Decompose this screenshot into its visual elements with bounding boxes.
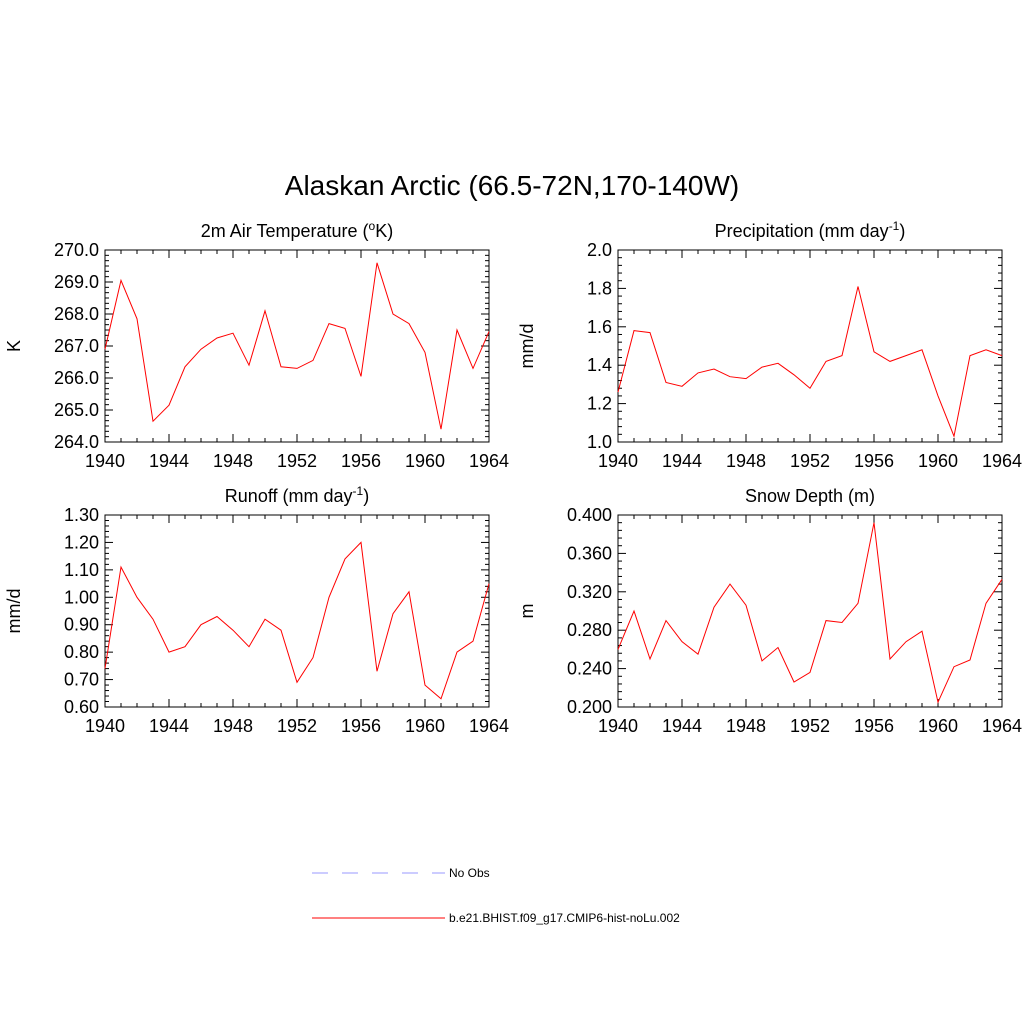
panel-title: Precipitation (mm day-1) (715, 219, 906, 241)
x-tick-label: 1964 (469, 716, 509, 736)
y-tick-label: 0.400 (567, 505, 612, 525)
y-axis-label: K (4, 340, 24, 352)
panel-title-main: 2m Air Temperature ( (201, 221, 369, 241)
x-tick-label: 1944 (662, 451, 702, 471)
x-tick-label: 1964 (982, 451, 1022, 471)
x-tick-label: 1952 (277, 716, 317, 736)
series-line (104, 262, 490, 430)
x-tick-label: 1948 (726, 451, 766, 471)
x-tick-label: 1948 (726, 716, 766, 736)
legend-label-1: No Obs (449, 866, 490, 880)
panel-title-main: Precipitation (mm day (715, 221, 889, 241)
x-tick-label: 1952 (790, 451, 830, 471)
x-tick-label: 1952 (790, 716, 830, 736)
series-line (617, 286, 1003, 438)
y-tick-label: 0.360 (567, 543, 612, 563)
x-tick-label: 1952 (277, 451, 317, 471)
legend-label-2: b.e21.BHIST.f09_g17.CMIP6-hist-noLu.002 (449, 911, 680, 925)
x-tick-label: 1956 (854, 716, 894, 736)
panel-title: Snow Depth (m) (745, 486, 875, 506)
plot-frame (617, 514, 1003, 708)
x-tick-label: 1960 (405, 716, 445, 736)
y-tick-label: 1.00 (64, 587, 99, 607)
x-tick-label: 1960 (405, 451, 445, 471)
y-tick-label: 2.0 (587, 240, 612, 260)
x-tick-label: 1944 (662, 716, 702, 736)
panel-title-main: Runoff (mm day (225, 486, 353, 506)
y-tick-label: 1.20 (64, 532, 99, 552)
y-tick-label: 0.90 (64, 615, 99, 635)
x-tick-label: 1960 (918, 451, 958, 471)
y-tick-label: 1.10 (64, 560, 99, 580)
y-tick-label: 0.60 (64, 697, 99, 717)
legend: No Obs b.e21.BHIST.f09_g17.CMIP6-hist-noL… (312, 866, 680, 925)
panel-title-tail: ) (899, 221, 905, 241)
panel-4: Snow Depth (m) m 0.200 0.240 0.280 0.320 0.360… (517, 486, 1022, 736)
series-line (104, 541, 490, 700)
panels-group: 2m Air Temperature (oK) K 264.0 265.0 266.0 2… (4, 219, 1022, 736)
y-tick-label: 0.70 (64, 670, 99, 690)
x-tick-label: 1956 (341, 716, 381, 736)
y-tick-label: 266.0 (54, 368, 99, 388)
x-tick-label: 1964 (469, 451, 509, 471)
y-tick-label: 0.280 (567, 620, 612, 640)
y-tick-label: 268.0 (54, 304, 99, 324)
y-tick-label: 0.240 (567, 659, 612, 679)
x-tick-label: 1940 (598, 451, 638, 471)
y-tick-label: 1.2 (587, 394, 612, 414)
x-tick-label: 1940 (85, 451, 125, 471)
y-tick-label: 270.0 (54, 240, 99, 260)
x-tick-label: 1944 (149, 716, 189, 736)
panel-2: Precipitation (mm day-1) mm/d 1.0 1.2 1.4 1.6… (517, 219, 1022, 471)
x-tick-label: 1940 (598, 716, 638, 736)
y-tick-label: 0.320 (567, 582, 612, 602)
y-tick-label: 0.200 (567, 697, 612, 717)
panel-title-superscript: o (369, 219, 376, 233)
panel-title: Runoff (mm day-1) (225, 484, 369, 506)
x-tick-label: 1964 (982, 716, 1022, 736)
y-tick-label: 269.0 (54, 272, 99, 292)
y-tick-label: 264.0 (54, 432, 99, 452)
y-tick-label: 1.4 (587, 355, 612, 375)
plot-frame (104, 514, 490, 708)
y-tick-label: 0.80 (64, 642, 99, 662)
y-tick-label: 1.8 (587, 278, 612, 298)
y-tick-label: 265.0 (54, 400, 99, 420)
x-tick-label: 1948 (213, 716, 253, 736)
x-tick-label: 1940 (85, 716, 125, 736)
x-tick-label: 1944 (149, 451, 189, 471)
panel-title-tail: K) (375, 221, 393, 241)
panel-title-superscript: -1 (889, 219, 900, 233)
y-axis-label: mm/d (517, 324, 537, 369)
panel-title: 2m Air Temperature (oK) (201, 219, 393, 241)
y-tick-label: 1.0 (587, 432, 612, 452)
panel-title-tail: ) (363, 486, 369, 506)
panel-title-main: Snow Depth (m) (745, 486, 875, 506)
y-tick-label: 267.0 (54, 336, 99, 356)
x-tick-label: 1956 (341, 451, 381, 471)
panel-1: 2m Air Temperature (oK) K 264.0 265.0 266.0 2… (4, 219, 509, 471)
y-axis-label: m (517, 604, 537, 619)
y-axis-label: mm/d (4, 589, 24, 634)
y-tick-label: 1.6 (587, 317, 612, 337)
plot-frame (104, 249, 490, 443)
y-tick-label: 1.30 (64, 505, 99, 525)
x-tick-label: 1960 (918, 716, 958, 736)
series-line (617, 522, 1003, 704)
panel-3: Runoff (mm day-1) mm/d 0.60 0.70 0.80 0.90 1.0… (4, 484, 509, 736)
x-tick-label: 1948 (213, 451, 253, 471)
x-tick-label: 1956 (854, 451, 894, 471)
figure-title: Alaskan Arctic (66.5-72N,170-140W) (285, 170, 739, 201)
panel-title-superscript: -1 (353, 484, 364, 498)
